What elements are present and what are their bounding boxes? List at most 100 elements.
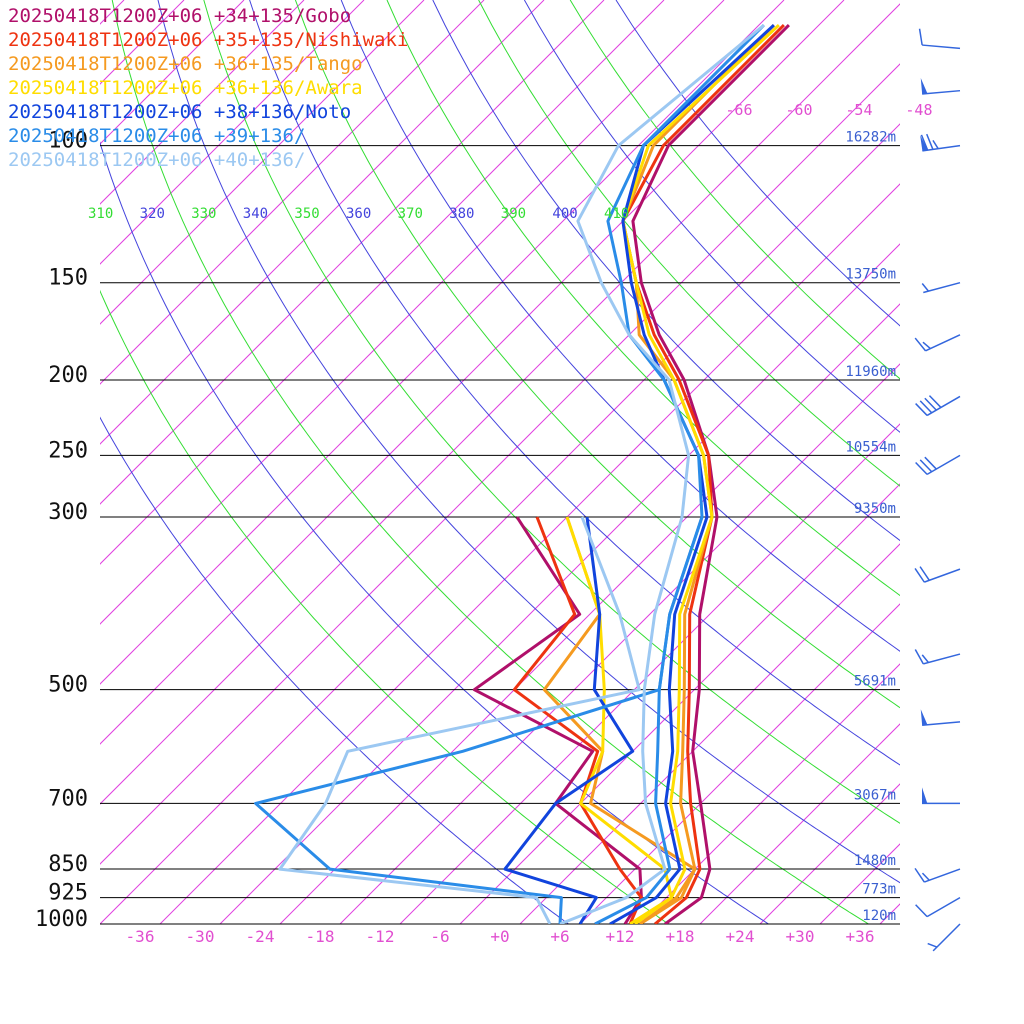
wind-barb [915, 395, 961, 417]
wind-barb-feather [928, 395, 942, 408]
wind-barb-feather [915, 904, 928, 918]
wind-barb [920, 133, 961, 152]
wind-barb-pennant [920, 78, 928, 94]
wind-barb-pennant [920, 709, 928, 726]
wind-barb-feather [914, 568, 925, 583]
height-label: 16282m [845, 130, 896, 146]
pressure-label: 850 [48, 852, 88, 877]
background-grid [100, 0, 900, 924]
legend-entry: 20250418T1200Z+06 +36+136/Awara [8, 77, 363, 99]
isotherm-label: -60 [785, 101, 812, 119]
legend-entry: 20250418T1200Z+06 +36+135/Tango [8, 53, 363, 75]
x-tick-label: -6 [430, 927, 449, 946]
dry-adiabat-line [100, 289, 669, 924]
wind-barb-feather [922, 341, 931, 350]
height-label: 3067m [854, 787, 896, 803]
wind-barb-feather [915, 461, 928, 475]
dry-adiabat-line [569, 0, 900, 380]
isotherm-line [100, 0, 725, 625]
dry-adiabat-line [203, 0, 900, 824]
x-tick-label: +6 [550, 927, 569, 946]
dewpoint-profile-1 [512, 516, 643, 924]
wind-barb-feather [918, 28, 923, 46]
dry-adiabat-line [157, 0, 900, 884]
legend-entry: 20250418T1200Z+06 +35+135/Nishiwaki [8, 29, 409, 51]
wind-barb-staff [926, 395, 961, 417]
dewpoint-profile-6 [278, 516, 641, 924]
isotherm-line [639, 663, 900, 924]
isotherm-line [579, 603, 900, 924]
wind-barb [914, 334, 961, 352]
isotherm-line [279, 303, 900, 924]
temperature-profile-5 [594, 24, 765, 924]
wind-barb-staff [922, 44, 961, 50]
pressure-label: 500 [48, 673, 88, 698]
x-tick-label: +30 [786, 927, 815, 946]
wind-barb-feather [924, 397, 937, 411]
pressure-label: 1000 [35, 907, 88, 932]
x-tick-label: +24 [726, 927, 755, 946]
wind-barb-feather [924, 456, 937, 470]
theta-label: 340 [243, 206, 268, 222]
theta-label: 380 [449, 206, 474, 222]
dewpoint-profile-5 [254, 516, 704, 924]
wind-barb-staff [926, 896, 961, 918]
wind-barbs [914, 28, 961, 952]
isotherm-line [100, 0, 305, 205]
dry-adiabat-line [111, 0, 869, 924]
wind-barb-feather [920, 134, 929, 151]
isotherm-line [100, 0, 605, 505]
isotherm-line [100, 0, 425, 325]
x-tick-label: +18 [666, 927, 695, 946]
isotherm-line [399, 423, 900, 924]
x-tick-label: +12 [606, 927, 635, 946]
theta-label: 350 [294, 206, 319, 222]
theta-label: 400 [552, 206, 577, 222]
wind-barb-staff [922, 721, 961, 726]
wind-barb-feather [926, 133, 934, 150]
legend-entry: 20250418T1200Z+06 +39+136/ [8, 125, 306, 147]
temperature-profile-0 [631, 24, 790, 924]
dry-adiabat-line [340, 0, 900, 652]
legend-entry: 20250418T1200Z+06 +40+136/ [8, 149, 306, 171]
isotherm-label: -66 [725, 101, 752, 119]
isotherm-line [100, 3, 900, 805]
legend-entry: 20250418T1200Z+06 +34+135/Gobo [8, 5, 352, 27]
isobars [100, 145, 900, 925]
x-tick-label: -18 [306, 927, 335, 946]
wind-barb-feather [915, 403, 928, 416]
isotherm-line [699, 723, 900, 924]
wind-barb-feather [919, 400, 933, 414]
wind-barb-staff [932, 923, 961, 952]
wind-barb [915, 896, 961, 918]
wind-barb [922, 787, 960, 805]
height-label: 120m [862, 908, 896, 924]
height-label: 5691m [854, 674, 896, 690]
theta-label: 370 [398, 206, 423, 222]
wind-barb [920, 709, 961, 726]
pressure-label: 200 [48, 363, 88, 388]
dry-adiabat-line [478, 0, 900, 487]
wind-barb [914, 649, 961, 665]
wind-barb-feather [921, 654, 930, 663]
wind-barb-feather [932, 139, 939, 150]
dry-adiabat-line [386, 0, 900, 597]
wind-barb-staff [922, 89, 961, 95]
pressure-label: 925 [48, 881, 88, 906]
wind-barb-feather [921, 872, 930, 881]
x-tick-label: -12 [366, 927, 395, 946]
wind-barb [915, 454, 961, 476]
dry-adiabat-line [432, 0, 900, 542]
isotherm-label: -48 [905, 101, 932, 119]
sounding-profiles [254, 23, 790, 924]
x-tick-label: +36 [846, 927, 875, 946]
temperature-profile-6 [559, 23, 765, 924]
theta-label: 410 [604, 206, 629, 222]
isotherm-line [100, 123, 900, 924]
wind-barb-staff [926, 454, 961, 476]
isotherm-line [100, 63, 900, 865]
wind-barb-feather [921, 283, 930, 292]
wind-barb-staff [925, 334, 961, 352]
height-label: 773m [862, 882, 896, 898]
dewpoint-profile-4 [503, 516, 635, 924]
